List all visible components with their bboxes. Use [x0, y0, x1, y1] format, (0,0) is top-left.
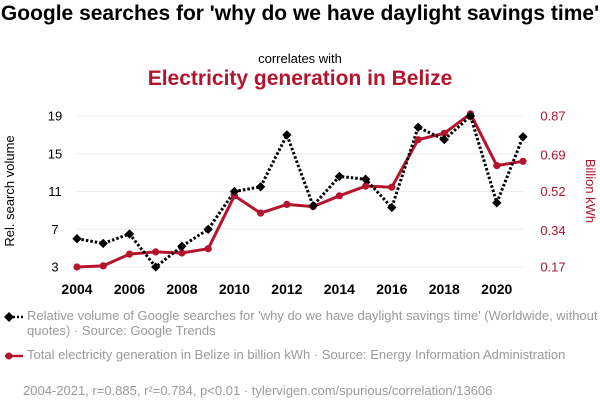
point-electricity-2015	[362, 182, 370, 190]
x-tick-label: 2010	[219, 281, 250, 297]
legend-marker-electricity	[5, 352, 23, 360]
y2-tick-label: 0.69	[540, 147, 565, 162]
y2-tick-label: 0.17	[540, 260, 565, 275]
y-tick-label: 15	[48, 146, 62, 161]
point-electricity-2008	[178, 249, 186, 257]
legend-text-searches: Relative volume of Google searches for '…	[27, 308, 598, 338]
point-searches-2020	[492, 198, 502, 208]
point-electricity-2009	[204, 245, 212, 253]
y2-tick-label: 0.52	[540, 184, 565, 199]
series-line-electricity	[76, 112, 524, 269]
chart-subtitle: correlates with	[258, 51, 342, 66]
point-searches-2010	[229, 186, 240, 197]
legend-item-searches: Relative volume of Google searches for '…	[4, 308, 600, 338]
footer-stats: 2004-2021, r=0.885, r²=0.784, p<0.01 · t…	[23, 383, 493, 398]
y-tick-label: 19	[48, 109, 62, 124]
legend-marker-searches	[4, 312, 23, 322]
x-tick-label: 2014	[324, 281, 355, 297]
x-tick-label: 2008	[166, 281, 197, 297]
legend-text-electricity: Total electricity generation in Belize i…	[27, 347, 566, 362]
point-electricity-2007	[152, 248, 160, 256]
y-tick-label: 11	[48, 184, 62, 199]
left-axis: 3 7 11 15 19	[48, 109, 62, 275]
point-searches-2017	[413, 122, 423, 132]
point-electricity-2021	[519, 157, 527, 165]
point-searches-2009	[203, 224, 213, 234]
series-lines	[76, 112, 525, 269]
right-axis: 0.17 0.34 0.52 0.69 0.87	[540, 109, 565, 275]
point-searches-2016	[387, 202, 397, 213]
point-searches-2004	[72, 234, 82, 244]
point-electricity-2014	[335, 192, 343, 200]
y2-axis-label: Billion kWh	[583, 159, 598, 223]
point-electricity-2018	[440, 129, 448, 137]
x-tick-label: 2006	[114, 281, 145, 297]
point-electricity-2004	[73, 263, 81, 271]
chart-title: Google searches for 'why do we have dayl…	[0, 2, 600, 25]
point-electricity-2005	[99, 262, 107, 270]
x-tick-label: 2012	[271, 281, 302, 297]
point-electricity-2006	[125, 250, 134, 258]
x-tick-label: 2020	[481, 281, 512, 297]
point-searches-2013	[308, 201, 318, 211]
point-searches-2021	[518, 132, 528, 142]
point-electricity-2017	[414, 136, 422, 144]
point-searches-2011	[255, 182, 266, 192]
y-tick-label: 7	[51, 222, 58, 237]
point-electricity-2012	[283, 200, 291, 208]
point-searches-2012	[282, 130, 292, 140]
chart-secondary-title: Electricity generation in Belize	[147, 67, 453, 90]
point-searches-2008	[177, 241, 187, 251]
point-electricity-2020	[493, 162, 501, 170]
y2-tick-label: 0.87	[540, 109, 565, 124]
x-axis: 2004 2006 2008 2010 2012 2014 2016 2018 2020	[61, 281, 512, 297]
y2-tick-label: 0.34	[540, 223, 565, 238]
y-tick-label: 3	[51, 260, 58, 275]
point-searches-2005	[98, 238, 108, 249]
x-tick-label: 2004	[61, 281, 92, 297]
x-tick-label: 2016	[376, 281, 407, 297]
series-line-searches	[76, 114, 525, 269]
gridlines	[77, 115, 523, 268]
point-electricity-2016	[388, 183, 396, 191]
y-axis-label: Rel. search volume	[2, 135, 17, 246]
legend-item-electricity: Total electricity generation in Belize i…	[4, 347, 600, 362]
point-searches-2006	[124, 229, 135, 239]
point-electricity-2011	[257, 209, 265, 217]
x-tick-label: 2018	[429, 281, 460, 297]
